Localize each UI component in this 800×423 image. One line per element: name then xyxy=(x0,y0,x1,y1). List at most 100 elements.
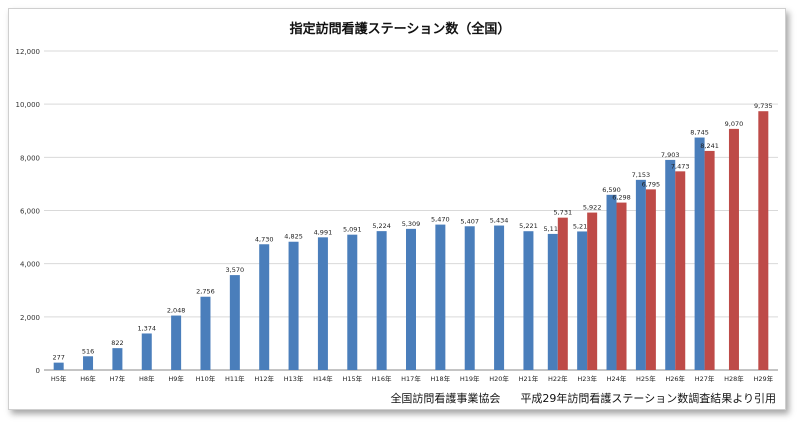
data-label: 5,407 xyxy=(460,217,479,225)
x-tick-label: H5年 xyxy=(51,374,67,383)
x-tick-label: H28年 xyxy=(724,374,744,383)
bar xyxy=(464,226,475,370)
data-label: 8,745 xyxy=(690,129,709,137)
bar xyxy=(728,128,739,370)
data-label: 3,570 xyxy=(226,266,245,274)
x-tick-label: H15年 xyxy=(342,374,362,383)
x-tick-label: H10年 xyxy=(196,374,216,383)
data-label: 5,119 xyxy=(543,225,562,233)
x-tick-label: H12年 xyxy=(254,374,274,383)
x-tick-label: H24年 xyxy=(607,374,627,383)
x-tick-label: H27年 xyxy=(695,374,715,383)
bar xyxy=(635,179,646,370)
bar xyxy=(694,137,705,370)
bar xyxy=(606,194,617,370)
bar xyxy=(406,228,416,370)
data-label: 9,735 xyxy=(754,102,773,110)
x-tick-label: H26年 xyxy=(665,374,685,383)
bar xyxy=(547,233,558,370)
data-label: 6,795 xyxy=(642,180,661,188)
bar xyxy=(704,150,715,370)
bar xyxy=(587,212,598,370)
bar xyxy=(577,231,588,370)
data-label: 7,903 xyxy=(661,151,680,159)
bar xyxy=(141,333,152,370)
x-tick-label: H17年 xyxy=(401,374,421,383)
x-tick-label: H21年 xyxy=(519,374,539,383)
data-label: 7,473 xyxy=(671,162,690,170)
data-label: 6,298 xyxy=(612,194,631,202)
data-label: 5,212 xyxy=(573,222,592,230)
bar xyxy=(53,362,64,370)
x-tick-label: H29年 xyxy=(753,374,773,383)
y-tick-label: 8,000 xyxy=(20,154,40,162)
data-label: 5,434 xyxy=(490,217,509,225)
y-tick-label: 10,000 xyxy=(16,101,41,109)
x-tick-label: H16年 xyxy=(372,374,392,383)
source-organization: 全国訪問看護事業協会 xyxy=(390,392,501,405)
x-tick-label: H7年 xyxy=(110,374,126,383)
bar xyxy=(288,241,299,370)
data-label: 5,309 xyxy=(402,220,421,228)
bar xyxy=(229,275,240,370)
x-tick-label: H14年 xyxy=(313,374,333,383)
data-label: 277 xyxy=(52,354,64,362)
bar xyxy=(645,189,656,370)
data-label: 2,048 xyxy=(167,307,186,315)
x-tick-label: H6年 xyxy=(80,374,96,383)
bar xyxy=(665,159,676,370)
data-label: 7,153 xyxy=(632,171,651,179)
source-citation: 全国訪問看護事業協会 平成29年訪問看護ステーション数調査結果より引用 xyxy=(390,390,776,406)
bar xyxy=(435,224,446,370)
bar xyxy=(758,111,769,371)
chart-frame xyxy=(8,8,786,410)
data-label: 5,731 xyxy=(553,209,572,217)
data-label: 5,922 xyxy=(583,204,602,212)
data-label: 2,756 xyxy=(196,288,215,296)
x-tick-label: H20年 xyxy=(489,374,509,383)
x-tick-label: H13年 xyxy=(284,374,304,383)
data-label: 8,241 xyxy=(700,142,719,150)
bar xyxy=(675,171,686,370)
bar xyxy=(616,202,627,370)
bar xyxy=(171,315,182,370)
data-label: 5,091 xyxy=(343,226,362,234)
y-tick-label: 6,000 xyxy=(20,208,40,216)
bar xyxy=(376,231,387,370)
data-label: 6,590 xyxy=(602,186,621,194)
bar xyxy=(557,217,568,370)
bar xyxy=(347,234,358,370)
bar xyxy=(317,237,328,370)
bar xyxy=(494,225,505,370)
y-tick-label: 4,000 xyxy=(20,261,40,269)
data-label: 516 xyxy=(82,347,94,355)
data-label: 4,730 xyxy=(255,235,274,243)
x-tick-label: H23年 xyxy=(577,374,597,383)
source-note: 平成29年訪問看護ステーション数調査結果より引用 xyxy=(520,392,776,405)
x-tick-label: H18年 xyxy=(431,374,451,383)
chart-title: 指定訪問看護ステーション数（全国） xyxy=(289,22,511,37)
data-label: 5,221 xyxy=(519,222,538,230)
data-label: 5,470 xyxy=(431,216,450,224)
x-tick-label: H11年 xyxy=(225,374,245,383)
data-label: 822 xyxy=(111,339,123,347)
x-tick-label: H9年 xyxy=(168,374,184,383)
data-label: 5,224 xyxy=(372,222,391,230)
data-label: 4,991 xyxy=(314,228,333,236)
x-tick-label: H25年 xyxy=(636,374,656,383)
bar xyxy=(112,348,123,370)
x-tick-label: H19年 xyxy=(460,374,480,383)
data-label: 9,070 xyxy=(725,120,744,128)
y-tick-label: 0 xyxy=(36,367,40,375)
bar xyxy=(83,356,94,370)
bar xyxy=(259,244,270,370)
bar xyxy=(523,231,534,370)
x-tick-label: H8年 xyxy=(139,374,155,383)
y-tick-label: 2,000 xyxy=(20,314,40,322)
data-label: 4,825 xyxy=(284,233,303,241)
data-label: 1,374 xyxy=(137,324,156,332)
y-tick-label: 12,000 xyxy=(16,48,41,56)
bar xyxy=(200,296,211,370)
x-tick-label: H22年 xyxy=(548,374,568,383)
